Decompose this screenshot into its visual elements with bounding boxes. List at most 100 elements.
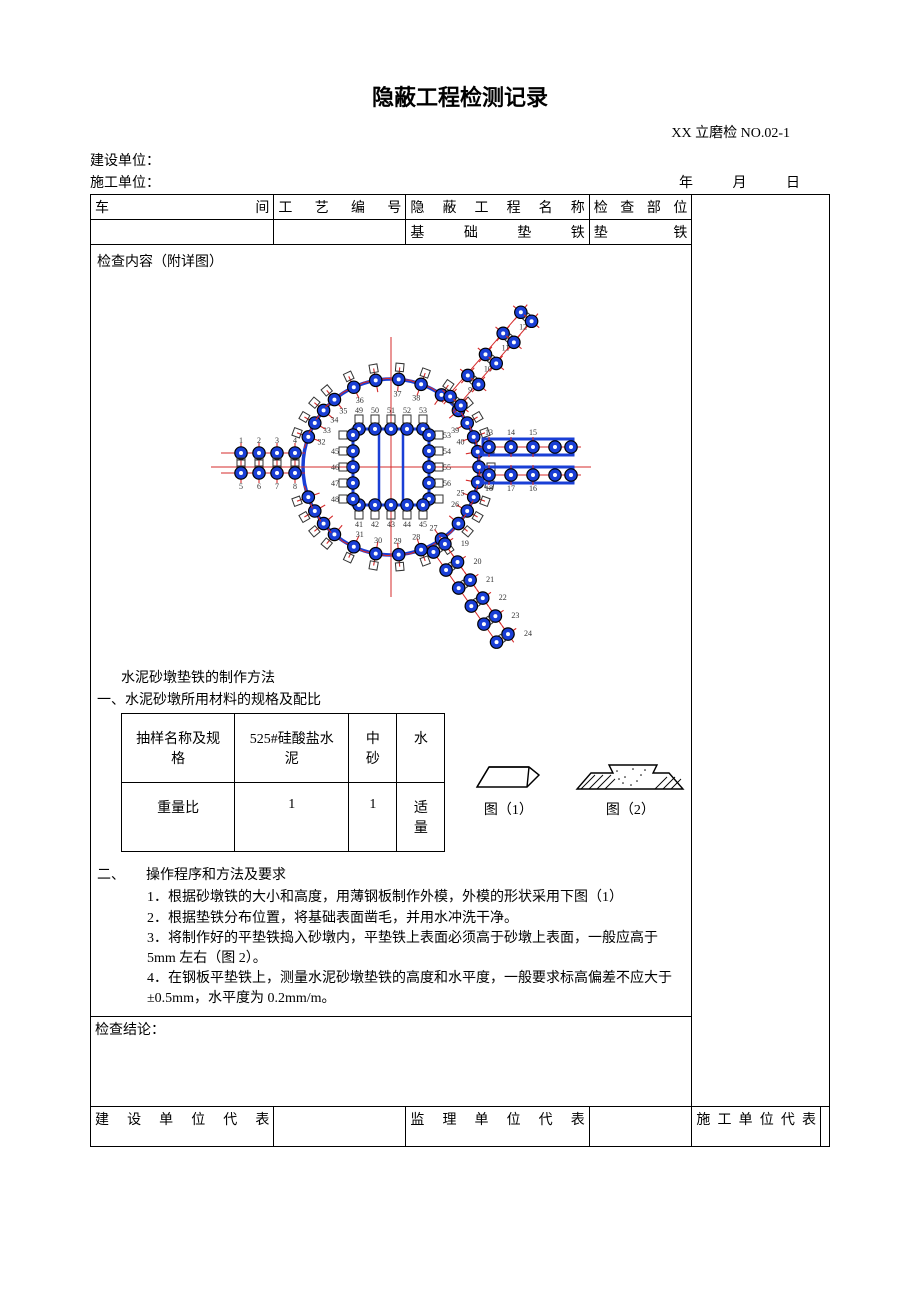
svg-text:36: 36	[356, 396, 364, 405]
svg-text:38: 38	[413, 393, 421, 402]
mt-h2: 525#硅酸盐水泥	[235, 714, 349, 783]
svg-text:33: 33	[323, 426, 331, 435]
svg-text:29: 29	[394, 537, 402, 546]
svg-text:21: 21	[486, 575, 494, 584]
th-inspect-part: 检查部位	[589, 195, 692, 220]
procedures-block: 二、 操作程序和方法及要求 1．根据砂墩铁的大小和高度，用薄钢板制作外模，外模的…	[97, 864, 685, 1009]
svg-text:16: 16	[529, 484, 537, 493]
td-process-no	[274, 220, 406, 245]
fig1-label: 图（1）	[469, 799, 547, 819]
td-project-name: 基础垫铁	[406, 220, 589, 245]
svg-text:23: 23	[512, 611, 520, 620]
mt-h1: 抽样名称及规格	[122, 714, 235, 783]
sig-construct-value	[274, 1106, 406, 1146]
td-inspect-part: 垫铁	[589, 220, 692, 245]
svg-text:15: 15	[529, 428, 537, 437]
svg-text:28: 28	[413, 533, 421, 542]
svg-text:2: 2	[257, 436, 261, 445]
svg-text:35: 35	[340, 406, 348, 415]
svg-text:56: 56	[443, 479, 451, 488]
th-project-name: 隐蔽工程名称	[406, 195, 589, 220]
main-table: 车间 工艺编号 隐蔽工程名称 检查部位 基础垫铁 垫铁 检查内容（附详图） 32…	[90, 194, 830, 1147]
doc-number: XX 立磨检 NO.02-1	[90, 122, 830, 142]
table-header-row: 车间 工艺编号 隐蔽工程名称 检查部位	[91, 195, 830, 220]
svg-text:53: 53	[443, 431, 451, 440]
svg-text:42: 42	[371, 520, 379, 529]
svg-text:3: 3	[275, 436, 279, 445]
section2-title: 二、 操作程序和方法及要求	[97, 864, 685, 884]
td-workshop	[91, 220, 274, 245]
svg-text:14: 14	[507, 428, 515, 437]
svg-text:45: 45	[331, 447, 339, 456]
svg-text:30: 30	[374, 536, 382, 545]
year-label: 年	[679, 176, 693, 191]
svg-text:48: 48	[331, 495, 339, 504]
page-title: 隐蔽工程检测记录	[90, 80, 830, 112]
svg-text:19: 19	[461, 539, 469, 548]
conclusion-label: 检查结论：	[95, 1023, 165, 1038]
svg-text:40: 40	[457, 438, 465, 447]
content-label: 检查内容（附详图）	[97, 251, 685, 271]
svg-text:52: 52	[403, 406, 411, 415]
svg-text:53: 53	[419, 406, 427, 415]
svg-text:20: 20	[474, 557, 482, 566]
svg-text:5: 5	[239, 482, 243, 491]
content-cell: 检查内容（附详图） 323334353637383940252627282930…	[91, 245, 692, 1017]
month-label: 月	[733, 176, 747, 191]
fig2-label: 图（2）	[575, 799, 685, 819]
svg-text:27: 27	[430, 524, 438, 533]
mt-r2: 1	[235, 783, 349, 852]
header-build-unit: 施工单位： 年 月 日	[90, 172, 830, 192]
date-area: 年 月 日	[643, 172, 830, 192]
conclusion-cell: 检查结论：	[91, 1016, 692, 1106]
svg-text:6: 6	[257, 482, 261, 491]
svg-text:8: 8	[293, 482, 297, 491]
svg-text:4: 4	[293, 436, 297, 445]
header-construct-unit: 建设单位：	[90, 150, 830, 170]
sig-supervise: 监理单位代表	[406, 1106, 589, 1146]
mt-r4: 适量	[397, 783, 445, 852]
material-table: 抽样名称及规格 525#硅酸盐水泥 中砂 水 重量比 1 1 适量	[121, 713, 445, 852]
figure-1: 图（1）	[469, 755, 547, 819]
signature-row: 建设单位代表 监理单位代表 施工单位代表	[91, 1106, 830, 1146]
table-data-row: 基础垫铁 垫铁	[91, 220, 830, 245]
svg-text:34: 34	[331, 415, 339, 424]
diagram-wrap: 3233343536373839402526272829303149505152…	[97, 277, 685, 657]
svg-text:22: 22	[499, 593, 507, 602]
svg-text:1: 1	[239, 436, 243, 445]
mt-h4: 水	[397, 714, 445, 783]
table-row: 重量比 1 1 适量	[122, 783, 445, 852]
svg-text:54: 54	[443, 447, 451, 456]
mt-h3: 中砂	[349, 714, 397, 783]
svg-text:7: 7	[275, 482, 279, 491]
table-row: 抽样名称及规格 525#硅酸盐水泥 中砂 水	[122, 714, 445, 783]
procedure-item: 3．将制作好的平垫铁捣入砂墩内，平垫铁上表面必须高于砂墩上表面，一般应高于5mm…	[147, 929, 685, 968]
sig-supervise-value	[589, 1106, 692, 1146]
th-workshop: 车间	[91, 195, 274, 220]
svg-text:39: 39	[451, 426, 459, 435]
svg-text:31: 31	[356, 530, 364, 539]
fig1-icon	[469, 755, 547, 795]
build-unit-label: 施工单位：	[90, 172, 160, 192]
svg-text:43: 43	[387, 520, 395, 529]
construct-unit-label: 建设单位：	[90, 150, 160, 170]
svg-text:55: 55	[443, 463, 451, 472]
figures-block: 图（1）	[469, 755, 685, 819]
method-title: 水泥砂墩垫铁的制作方法	[121, 667, 685, 687]
svg-text:50: 50	[371, 406, 379, 415]
procedure-item: 1．根据砂墩铁的大小和高度，用薄钢板制作外模，外模的形状采用下图（1）	[147, 888, 685, 908]
svg-text:26: 26	[451, 500, 459, 509]
svg-text:13: 13	[485, 428, 493, 437]
svg-text:9: 9	[468, 386, 472, 395]
svg-text:37: 37	[394, 389, 402, 398]
procedure-item: 4．在钢板平垫铁上，测量水泥砂墩垫铁的高度和水平度，一般要求标高偏差不应大于±0…	[147, 969, 685, 1008]
svg-text:24: 24	[524, 629, 532, 638]
svg-text:32: 32	[318, 438, 326, 447]
svg-text:49: 49	[355, 406, 363, 415]
procedure-item: 2．根据垫铁分布位置，将基础表面凿毛，并用水冲洗干净。	[147, 909, 685, 929]
mt-r3: 1	[349, 783, 397, 852]
mt-r1: 重量比	[122, 783, 235, 852]
svg-text:51: 51	[387, 406, 395, 415]
sig-build: 施工单位代表	[692, 1106, 821, 1146]
svg-text:18: 18	[485, 484, 493, 493]
